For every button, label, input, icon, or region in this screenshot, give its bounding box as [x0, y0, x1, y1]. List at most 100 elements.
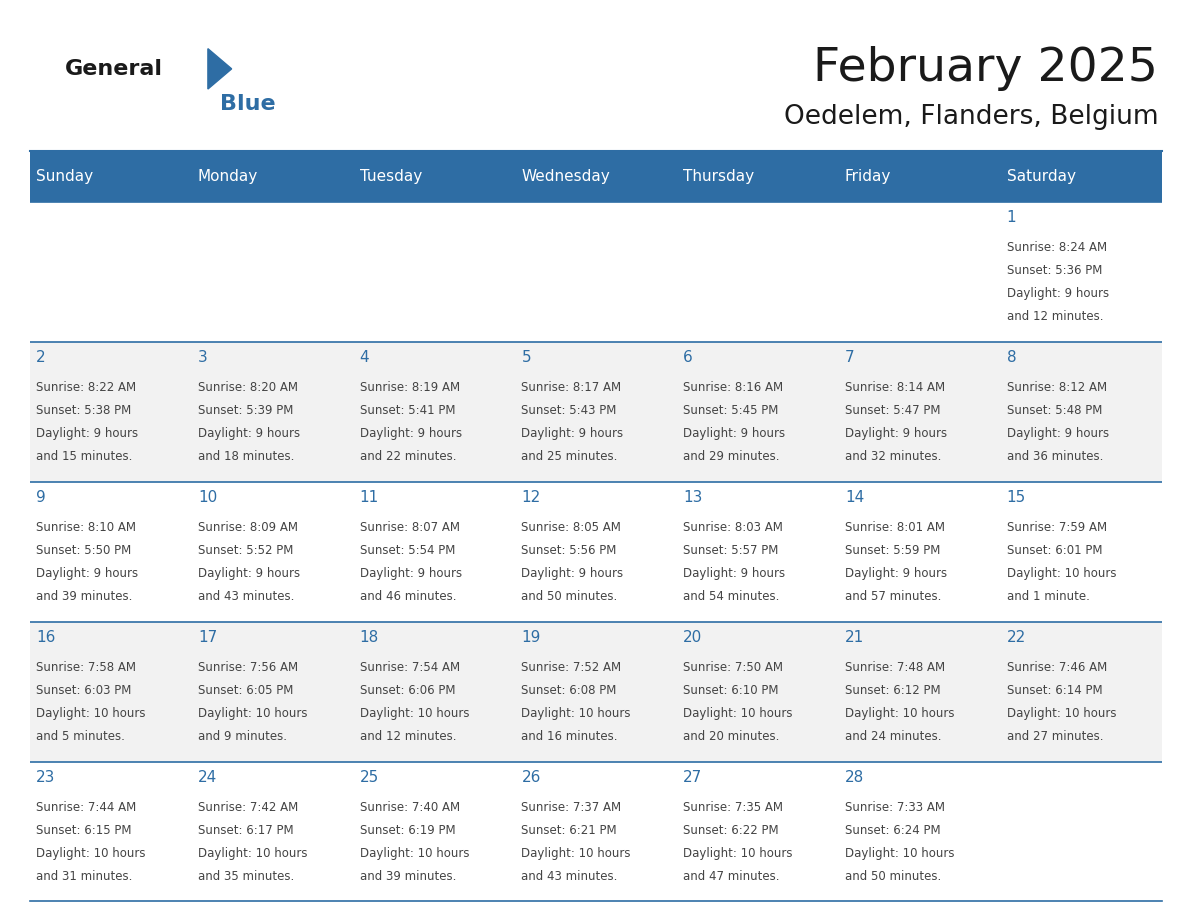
Text: Sunset: 5:38 PM: Sunset: 5:38 PM — [36, 404, 132, 417]
Text: and 39 minutes.: and 39 minutes. — [36, 590, 133, 603]
Text: 10: 10 — [198, 490, 217, 505]
Bar — [677, 341, 839, 482]
Text: Sunset: 6:24 PM: Sunset: 6:24 PM — [845, 823, 941, 837]
Text: Daylight: 10 hours: Daylight: 10 hours — [845, 707, 954, 720]
Text: Sunrise: 7:59 AM: Sunrise: 7:59 AM — [1006, 521, 1107, 534]
Text: Sunrise: 7:48 AM: Sunrise: 7:48 AM — [845, 661, 944, 674]
Text: Sunrise: 7:35 AM: Sunrise: 7:35 AM — [683, 800, 783, 813]
Text: Sunset: 5:48 PM: Sunset: 5:48 PM — [1006, 404, 1102, 417]
Text: 6: 6 — [683, 351, 693, 365]
Text: Daylight: 10 hours: Daylight: 10 hours — [522, 847, 631, 860]
Text: Daylight: 10 hours: Daylight: 10 hours — [360, 847, 469, 860]
Text: and 47 minutes.: and 47 minutes. — [683, 870, 779, 883]
Bar — [30, 762, 191, 901]
Text: 5: 5 — [522, 351, 531, 365]
Text: Sunrise: 7:42 AM: Sunrise: 7:42 AM — [198, 800, 298, 813]
Text: 1: 1 — [1006, 210, 1016, 225]
Text: Daylight: 9 hours: Daylight: 9 hours — [36, 567, 138, 580]
Bar — [677, 151, 839, 202]
Text: and 12 minutes.: and 12 minutes. — [360, 730, 456, 743]
Text: 8: 8 — [1006, 351, 1016, 365]
Text: Daylight: 10 hours: Daylight: 10 hours — [683, 707, 792, 720]
Text: and 54 minutes.: and 54 minutes. — [683, 590, 779, 603]
Text: and 43 minutes.: and 43 minutes. — [522, 870, 618, 883]
Text: Sunrise: 7:44 AM: Sunrise: 7:44 AM — [36, 800, 137, 813]
Bar — [1000, 621, 1162, 762]
Text: Daylight: 10 hours: Daylight: 10 hours — [522, 707, 631, 720]
Bar — [353, 762, 514, 901]
Bar — [1000, 202, 1162, 341]
Text: and 50 minutes.: and 50 minutes. — [522, 590, 618, 603]
Bar — [514, 621, 677, 762]
Text: and 16 minutes.: and 16 minutes. — [522, 730, 618, 743]
Bar — [514, 482, 677, 621]
Bar — [191, 621, 353, 762]
Text: 25: 25 — [360, 770, 379, 785]
Bar — [839, 341, 1000, 482]
Text: 22: 22 — [1006, 630, 1026, 645]
Bar — [677, 202, 839, 341]
Text: Sunrise: 7:33 AM: Sunrise: 7:33 AM — [845, 800, 944, 813]
Text: 15: 15 — [1006, 490, 1026, 505]
Bar — [839, 621, 1000, 762]
Text: and 5 minutes.: and 5 minutes. — [36, 730, 125, 743]
Text: Daylight: 10 hours: Daylight: 10 hours — [36, 847, 146, 860]
Text: Sunrise: 7:37 AM: Sunrise: 7:37 AM — [522, 800, 621, 813]
Text: Sunrise: 7:40 AM: Sunrise: 7:40 AM — [360, 800, 460, 813]
Text: Sunset: 5:45 PM: Sunset: 5:45 PM — [683, 404, 778, 417]
Text: Sunrise: 7:52 AM: Sunrise: 7:52 AM — [522, 661, 621, 674]
Bar — [1000, 762, 1162, 901]
Text: 13: 13 — [683, 490, 702, 505]
Text: Sunset: 6:10 PM: Sunset: 6:10 PM — [683, 684, 778, 697]
Text: 28: 28 — [845, 770, 864, 785]
Text: and 1 minute.: and 1 minute. — [1006, 590, 1089, 603]
Polygon shape — [208, 49, 232, 89]
Bar — [30, 621, 191, 762]
Text: Sunset: 6:14 PM: Sunset: 6:14 PM — [1006, 684, 1102, 697]
Text: Sunset: 6:08 PM: Sunset: 6:08 PM — [522, 684, 617, 697]
Text: Sunset: 5:56 PM: Sunset: 5:56 PM — [522, 544, 617, 557]
Text: 11: 11 — [360, 490, 379, 505]
Text: Monday: Monday — [198, 169, 258, 185]
Text: 19: 19 — [522, 630, 541, 645]
Text: Daylight: 9 hours: Daylight: 9 hours — [683, 427, 785, 441]
Bar — [191, 341, 353, 482]
Text: Sunday: Sunday — [36, 169, 94, 185]
Bar — [30, 482, 191, 621]
Text: 17: 17 — [198, 630, 217, 645]
Text: Daylight: 9 hours: Daylight: 9 hours — [198, 567, 301, 580]
Text: Wednesday: Wednesday — [522, 169, 611, 185]
Bar — [30, 151, 191, 202]
Text: Sunset: 6:01 PM: Sunset: 6:01 PM — [1006, 544, 1102, 557]
Text: Sunrise: 7:58 AM: Sunrise: 7:58 AM — [36, 661, 137, 674]
Text: Daylight: 10 hours: Daylight: 10 hours — [36, 707, 146, 720]
Bar — [514, 202, 677, 341]
Bar — [514, 341, 677, 482]
Text: 20: 20 — [683, 630, 702, 645]
Bar — [1000, 341, 1162, 482]
Text: Sunset: 5:39 PM: Sunset: 5:39 PM — [198, 404, 293, 417]
Bar — [839, 151, 1000, 202]
Text: and 39 minutes.: and 39 minutes. — [360, 870, 456, 883]
Bar — [353, 202, 514, 341]
Text: Sunrise: 8:20 AM: Sunrise: 8:20 AM — [198, 381, 298, 394]
Text: Sunset: 5:57 PM: Sunset: 5:57 PM — [683, 544, 778, 557]
Text: Oedelem, Flanders, Belgium: Oedelem, Flanders, Belgium — [784, 104, 1158, 129]
Text: 26: 26 — [522, 770, 541, 785]
Text: 4: 4 — [360, 351, 369, 365]
Text: Sunset: 5:47 PM: Sunset: 5:47 PM — [845, 404, 941, 417]
Text: 3: 3 — [198, 351, 208, 365]
Text: Sunset: 6:21 PM: Sunset: 6:21 PM — [522, 823, 617, 837]
Text: and 15 minutes.: and 15 minutes. — [36, 451, 133, 464]
Bar — [677, 621, 839, 762]
Text: and 20 minutes.: and 20 minutes. — [683, 730, 779, 743]
Bar — [353, 621, 514, 762]
Bar — [191, 202, 353, 341]
Text: Sunrise: 8:19 AM: Sunrise: 8:19 AM — [360, 381, 460, 394]
Text: Sunset: 6:17 PM: Sunset: 6:17 PM — [198, 823, 293, 837]
Text: Daylight: 9 hours: Daylight: 9 hours — [198, 427, 301, 441]
Text: Daylight: 9 hours: Daylight: 9 hours — [1006, 427, 1108, 441]
Text: Sunrise: 8:12 AM: Sunrise: 8:12 AM — [1006, 381, 1107, 394]
Text: Daylight: 10 hours: Daylight: 10 hours — [198, 707, 308, 720]
Text: General: General — [65, 59, 163, 79]
